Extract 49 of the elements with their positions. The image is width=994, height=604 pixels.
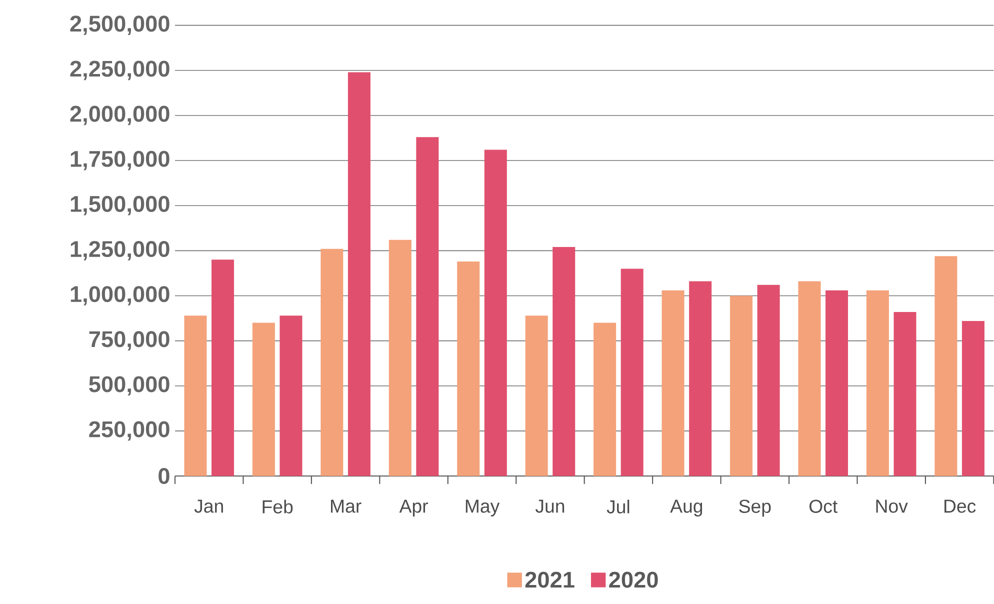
- bar: [416, 137, 439, 476]
- bar: [662, 290, 684, 476]
- x-tick-label: Sep: [739, 500, 771, 517]
- bar: [798, 281, 821, 476]
- bar: [484, 150, 507, 476]
- bar: [866, 290, 889, 476]
- bar: [620, 268, 644, 476]
- bar: [280, 316, 302, 476]
- y-tick-label: 2,250,000: [70, 60, 170, 80]
- x-tick-label: Mar: [331, 500, 362, 513]
- x-tick-label: Nov: [876, 500, 908, 513]
- x-tick-label: Oct: [809, 500, 838, 513]
- bar: [457, 261, 480, 476]
- bar: [757, 284, 780, 476]
- bar: [525, 316, 548, 476]
- bar: [348, 72, 370, 476]
- x-tick-label: Dec: [944, 500, 976, 513]
- y-tick-label: 0: [158, 468, 170, 484]
- y-tick-label: 1,000,000: [70, 286, 170, 306]
- y-tick-label: 1,750,000: [70, 150, 170, 170]
- bar: [552, 247, 576, 476]
- x-tick-label: Jun: [535, 500, 564, 513]
- bar: [320, 248, 344, 476]
- x-tick-label: Aug: [670, 500, 702, 516]
- y-tick-label: 1,250,000: [70, 240, 170, 260]
- y-tick-label: 1,500,000: [70, 196, 170, 216]
- bar: [689, 281, 712, 476]
- x-tick-label: Jan: [194, 500, 223, 513]
- x-tick-label: Jul: [606, 500, 630, 514]
- bar: [594, 322, 616, 476]
- bar: [388, 240, 412, 476]
- bar: [730, 296, 753, 476]
- legend-label: 2020: [609, 572, 658, 588]
- y-tick-label: 750,000: [89, 331, 170, 350]
- bar: [826, 290, 848, 476]
- x-tick-label: Feb: [262, 500, 293, 514]
- y-tick-label: 250,000: [89, 421, 170, 441]
- bar: [962, 320, 984, 476]
- x-tick-label: May: [466, 500, 500, 516]
- y-tick-label: 2,500,000: [70, 16, 170, 36]
- bar: [212, 260, 234, 476]
- x-tick-label: Apr: [399, 500, 428, 516]
- bar: [894, 312, 916, 476]
- y-tick-label: 500,000: [89, 376, 170, 396]
- bar: [184, 316, 207, 476]
- y-tick-label: 2,000,000: [70, 106, 170, 126]
- legend-label: 2021: [525, 572, 574, 588]
- bar: [934, 256, 958, 476]
- bar: [252, 322, 275, 476]
